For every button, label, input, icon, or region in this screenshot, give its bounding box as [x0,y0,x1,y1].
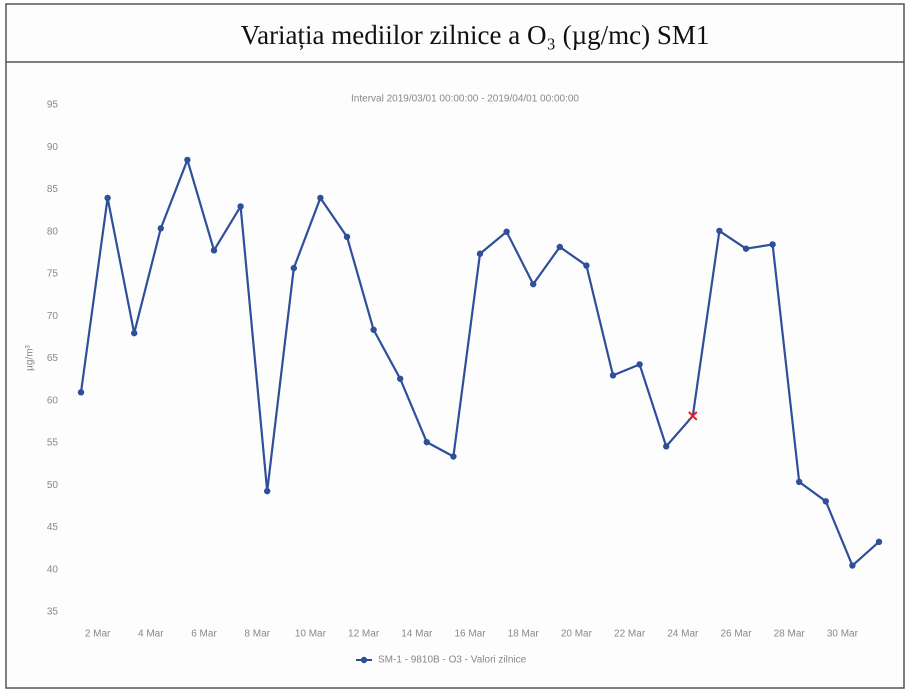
frame [5,3,905,689]
data-point [636,361,643,368]
x-tick-label: 30 Mar [827,629,859,640]
x-tick-label: 14 Mar [401,629,433,640]
highlight-marker [688,411,698,421]
x-tick-label: 22 Mar [614,629,646,640]
data-point [131,329,138,337]
data-point [77,389,85,396]
x-tick-label: 16 Mar [454,629,486,640]
x-tick-label: 28 Mar [774,629,806,640]
x-tick-label: 2 Mar [85,629,111,640]
x-tick-label: 10 Mar [295,629,327,640]
y-tick-label: 75 [47,269,59,280]
x-tick-label: 18 Mar [508,629,540,640]
data-point [716,227,723,235]
data-point [104,194,111,202]
y-tick-label: 95 [47,100,59,111]
x-tick-label: 26 Mar [720,629,752,640]
x-tick-label: 8 Mar [244,629,270,640]
data-point [530,280,537,288]
x-tick-label: 20 Mar [561,629,593,640]
y-tick-label: 85 [47,184,59,195]
data-point [237,203,244,210]
x-tick-label: 4 Mar [138,629,164,640]
chart-subtitle: Interval 2019/03/01 00:00:00 - 2019/04/0… [351,94,579,105]
data-point [423,438,430,446]
data-point [370,326,377,333]
y-tick-label: 50 [47,480,59,491]
y-tick-label: 70 [47,311,59,322]
legend-dot [360,656,368,664]
y-tick-label: 55 [47,438,59,449]
data-point [769,241,776,248]
data-point [875,538,883,546]
data-point [397,375,404,382]
data-point [609,372,617,379]
chart-title: Variația mediilor zilnice a O₃ (µg/mc) S… [241,20,710,50]
y-tick-label: 45 [47,522,59,533]
data-point [583,262,590,269]
legend-label: SM-1 - 9810B - O3 - Valori zilnice [378,655,527,666]
data-point [476,250,484,257]
data-point [290,264,297,272]
x-tick-label: 12 Mar [348,629,380,640]
data-point [742,245,750,252]
y-tick-label: 80 [47,226,59,237]
data-point [450,453,457,460]
data-point [849,562,856,569]
y-tick-label: 60 [47,395,59,406]
data-point [264,487,271,495]
data-point [210,247,218,254]
data-point [796,478,803,486]
data-point [822,498,829,505]
data-point [663,443,670,450]
y-tick-label: 65 [47,353,59,364]
y-tick-label: 35 [47,607,59,618]
data-point [184,156,191,164]
y-tick-label: 40 [47,564,59,575]
y-tick-label: 90 [47,142,59,153]
data-point [317,194,324,202]
data-point [556,243,563,251]
data-point [157,225,164,232]
x-tick-label: 6 Mar [191,629,217,640]
x-tick-label: 24 Mar [667,629,699,640]
y-axis-label: µg/m³ [25,344,36,370]
data-point [343,233,351,241]
data-point [503,228,510,235]
